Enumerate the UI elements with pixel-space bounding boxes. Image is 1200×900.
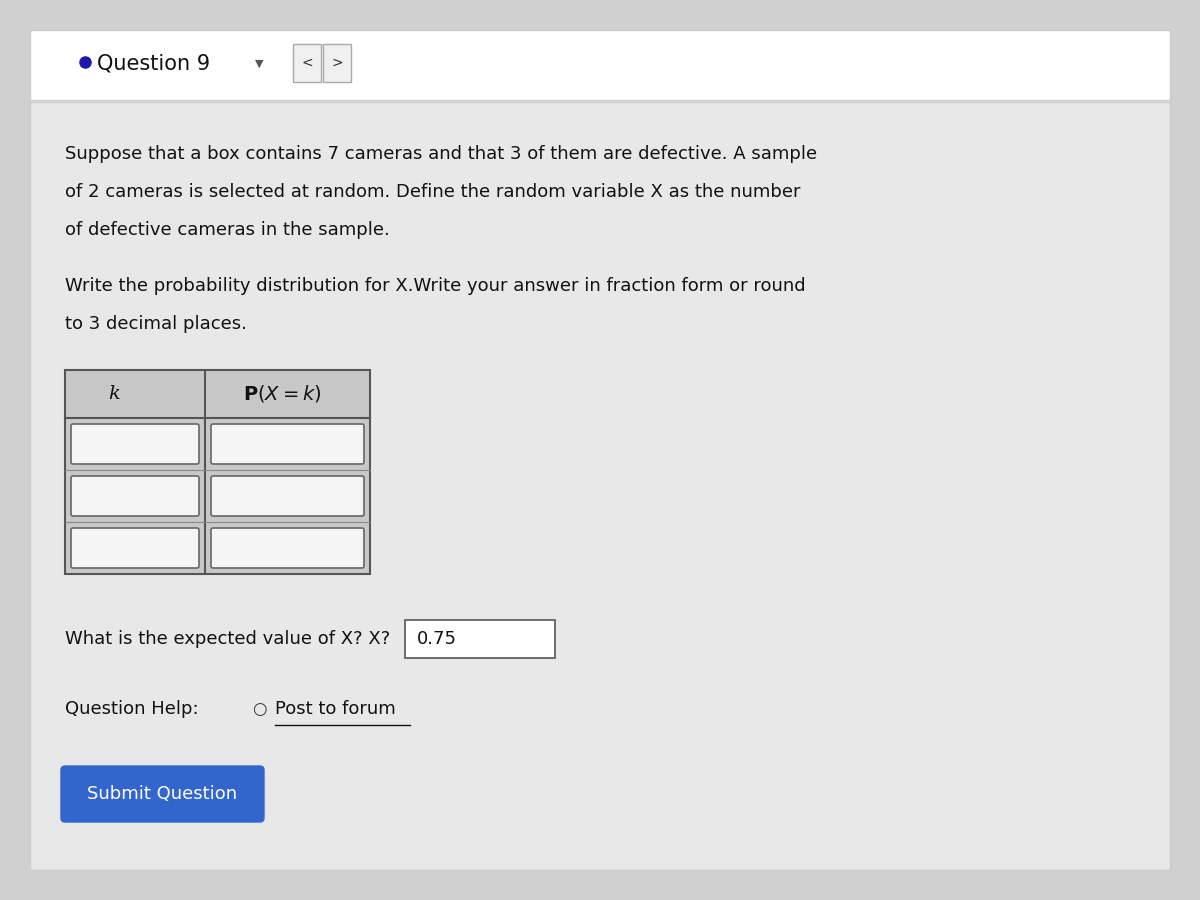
FancyBboxPatch shape — [65, 370, 370, 574]
FancyBboxPatch shape — [211, 424, 364, 464]
FancyBboxPatch shape — [293, 44, 322, 82]
Text: of 2 cameras is selected at random. Define the random variable X as the number: of 2 cameras is selected at random. Defi… — [65, 183, 800, 201]
Text: What is the expected value of X? X?: What is the expected value of X? X? — [65, 630, 390, 648]
Text: ○: ○ — [252, 700, 266, 718]
FancyBboxPatch shape — [323, 44, 352, 82]
Text: Post to forum: Post to forum — [275, 700, 396, 718]
FancyBboxPatch shape — [71, 528, 199, 568]
FancyBboxPatch shape — [30, 30, 1170, 100]
FancyBboxPatch shape — [211, 528, 364, 568]
Text: Suppose that a box contains 7 cameras and that 3 of them are defective. A sample: Suppose that a box contains 7 cameras an… — [65, 145, 817, 163]
FancyBboxPatch shape — [71, 424, 199, 464]
Text: >: > — [331, 56, 343, 70]
Text: Write the probability distribution for X.Write your answer in fraction form or r: Write the probability distribution for X… — [65, 277, 805, 295]
FancyBboxPatch shape — [30, 30, 1170, 870]
FancyBboxPatch shape — [406, 620, 554, 658]
Text: Question Help:: Question Help: — [65, 700, 210, 718]
FancyBboxPatch shape — [71, 476, 199, 516]
Text: <: < — [301, 56, 313, 70]
FancyBboxPatch shape — [61, 766, 264, 822]
Text: ▼: ▼ — [254, 59, 264, 69]
Text: to 3 decimal places.: to 3 decimal places. — [65, 315, 247, 333]
FancyBboxPatch shape — [211, 476, 364, 516]
Text: 0.75: 0.75 — [418, 630, 457, 648]
Text: of defective cameras in the sample.: of defective cameras in the sample. — [65, 221, 390, 239]
Text: Submit Question: Submit Question — [88, 785, 238, 803]
Text: k: k — [108, 385, 120, 403]
Text: Question 9: Question 9 — [97, 54, 210, 74]
Text: $\mathbf{P}(X = k)$: $\mathbf{P}(X = k)$ — [244, 383, 322, 404]
